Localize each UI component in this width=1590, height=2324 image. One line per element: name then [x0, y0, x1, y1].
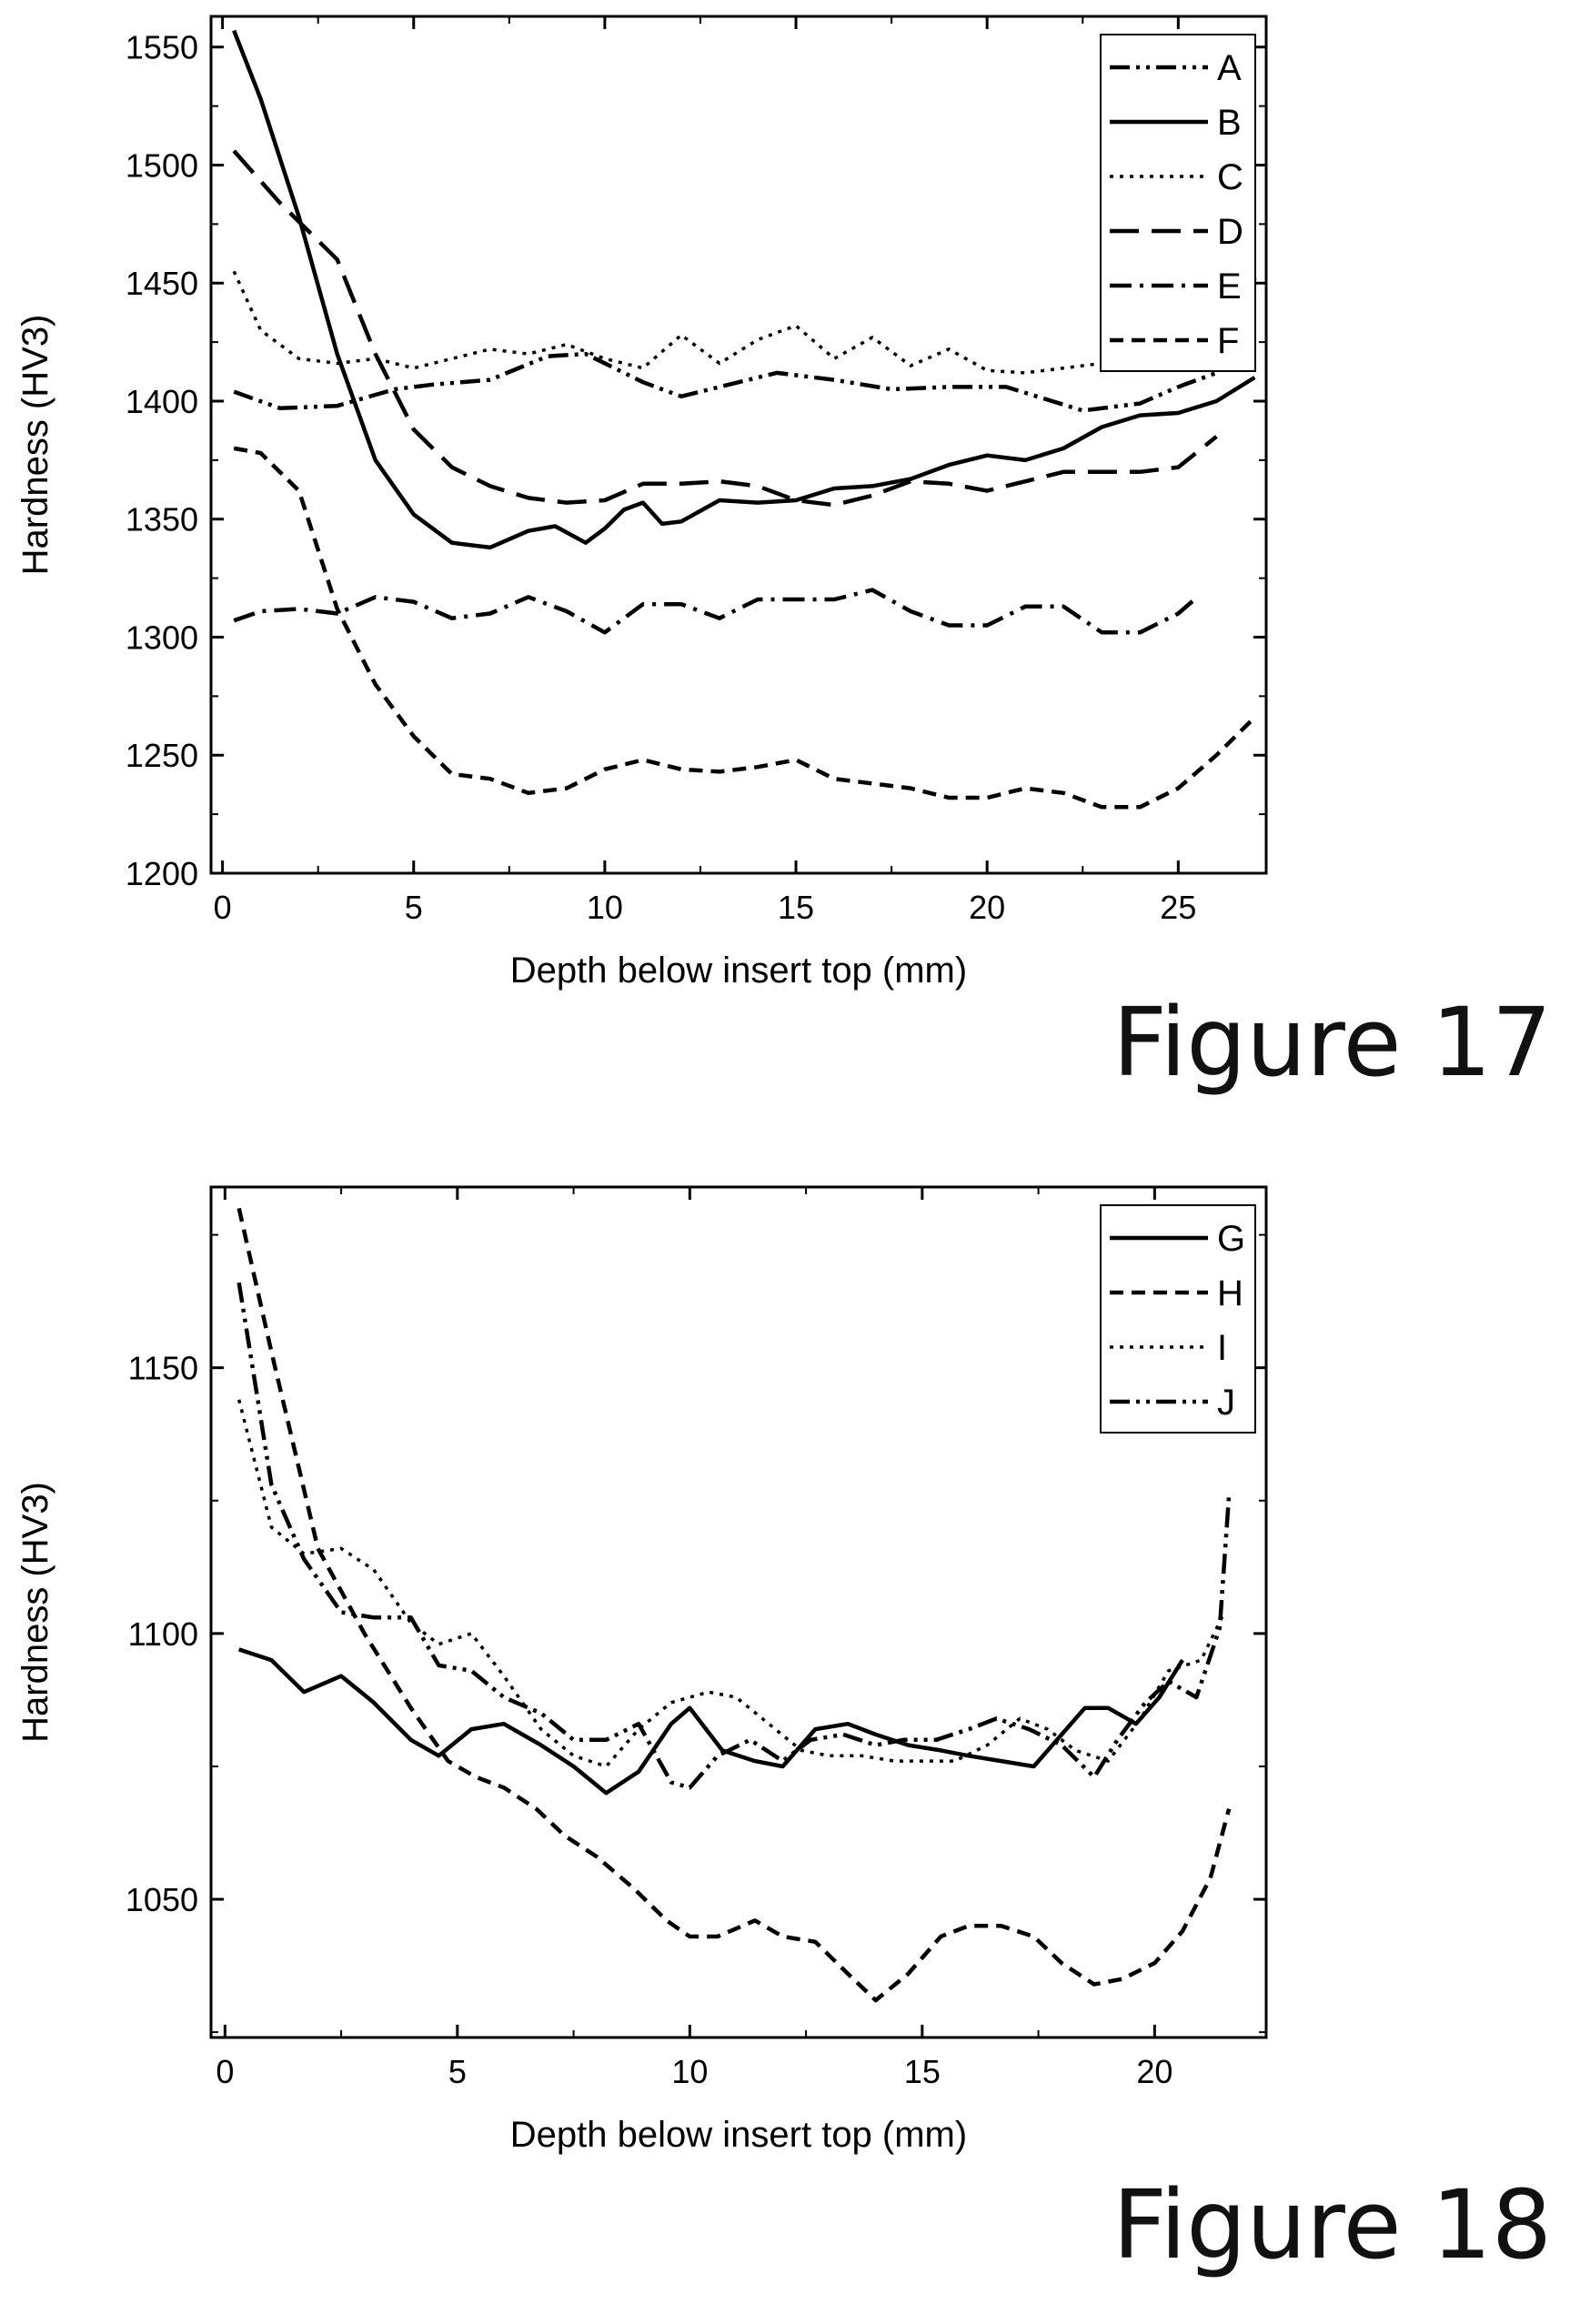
series-line-G — [237, 1647, 1184, 1796]
y-axis-label: Hardness (HV3) — [15, 1482, 55, 1743]
x-tick-label: 15 — [778, 889, 814, 926]
legend-label-H: H — [1217, 1273, 1243, 1313]
legend-label-C: C — [1217, 157, 1243, 197]
x-tick-label: 5 — [448, 2053, 467, 2090]
x-tick-label: 0 — [216, 2053, 234, 2090]
y-tick-label: 1550 — [126, 29, 198, 66]
y-tick-label: 1150 — [128, 1350, 198, 1387]
figure-17-label: Figure 17 — [1112, 987, 1552, 1098]
legend-label-F: F — [1217, 321, 1239, 361]
legend-label-A: A — [1217, 48, 1242, 88]
y-tick-label: 1350 — [126, 501, 198, 538]
x-axis-label: Depth below insert top (mm) — [510, 2115, 967, 2155]
y-tick-label: 1450 — [126, 265, 198, 302]
legend-label-E: E — [1217, 267, 1242, 307]
y-tick-label: 1300 — [126, 619, 198, 656]
legend-label-D: D — [1217, 212, 1243, 252]
series-group — [236, 1207, 1232, 2003]
y-tick-label: 1400 — [126, 383, 198, 420]
legend-label-G: G — [1217, 1219, 1245, 1259]
x-tick-label: 20 — [969, 889, 1005, 926]
plot-frame — [209, 1185, 1268, 2039]
figure-17-chart: 0 5 10 15 20 25 1200 1250 1300 1350 1400 1450 1500 15… — [15, 15, 1268, 991]
series-line-D — [232, 149, 1218, 508]
y-tick-label: 1100 — [128, 1615, 198, 1653]
series-line-F — [233, 446, 1256, 810]
series-line-J — [236, 1282, 1232, 1790]
series-group — [232, 29, 1257, 810]
x-tick-label: 10 — [671, 2053, 708, 2090]
x-tick-label: 15 — [904, 2053, 941, 2090]
x-tick-label: 10 — [587, 889, 623, 926]
y-tick-label: 1500 — [126, 146, 198, 184]
x-axis-label: Depth below insert top (mm) — [510, 951, 967, 991]
x-tick-label: 5 — [405, 889, 423, 926]
legend-box — [1100, 1204, 1256, 1434]
figure-18-chart: 0 5 10 15 20 1050 1100 1150 Depth below insert t… — [15, 1185, 1268, 2155]
x-tick-label: 0 — [214, 889, 232, 926]
x-tick-label: 25 — [1160, 889, 1196, 926]
series-line-H — [236, 1207, 1232, 2003]
series-line-C — [232, 270, 1256, 375]
legend-label-B: B — [1217, 103, 1242, 143]
series-line-E — [233, 588, 1199, 635]
legend-box — [1100, 34, 1256, 372]
x-tick-label: 20 — [1136, 2053, 1172, 2090]
series-line-B — [232, 29, 1256, 550]
y-tick-label: 1200 — [126, 855, 198, 892]
y-axis-label: Hardness (HV3) — [15, 315, 55, 576]
plot-frame — [209, 15, 1268, 875]
legend-label-I: I — [1217, 1328, 1227, 1368]
figure-18-label: Figure 18 — [1112, 2169, 1552, 2280]
y-tick-label: 1250 — [126, 737, 198, 774]
legend-label-J: J — [1217, 1383, 1235, 1423]
y-tick-label: 1050 — [126, 1881, 198, 1918]
series-line-I — [237, 1399, 1226, 1768]
